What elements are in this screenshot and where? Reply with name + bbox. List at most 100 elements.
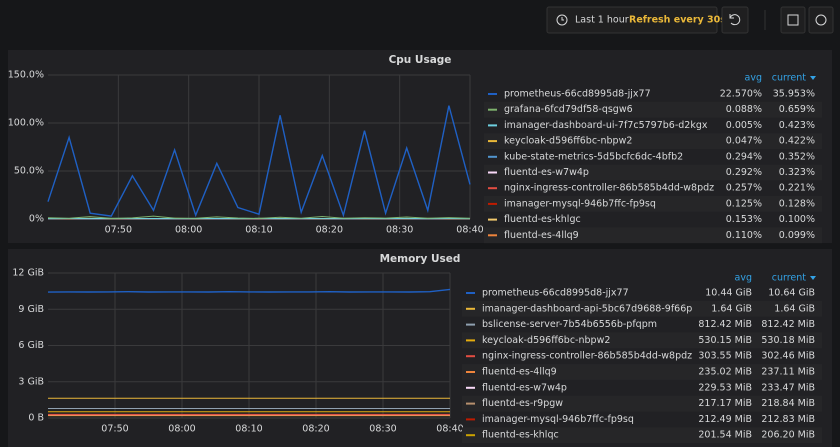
legend-avg: 303.55 MiB — [698, 351, 752, 362]
legend-current: 206.20 MiB — [761, 430, 815, 441]
legend-avg: 812.42 MiB — [698, 319, 752, 330]
legend-swatch — [488, 155, 497, 158]
x-tick-label: 08:00 — [168, 424, 195, 435]
legend-swatch — [466, 434, 475, 437]
series-line — [47, 288, 451, 293]
legend-name: fluentd-es-w7w4p — [504, 167, 589, 178]
legend-header: avg — [735, 273, 752, 284]
legend-name: keycloak-d596ff6bc-nbpw2 — [504, 136, 632, 147]
time-range: Last 1 hour — [575, 15, 629, 26]
legend-row-bg — [484, 164, 822, 181]
legend-current: 302.46 MiB — [761, 351, 815, 362]
sort-icon — [810, 276, 816, 280]
legend-avg: 0.292% — [726, 167, 762, 178]
clock-hands — [561, 17, 564, 21]
legend-current: 1.64 GiB — [774, 303, 815, 314]
panel-title: Cpu Usage — [389, 54, 452, 66]
series-line — [47, 105, 471, 218]
legend-row-bg — [484, 227, 822, 244]
x-tick-label: 07:50 — [105, 225, 132, 236]
y-tick-label: 100.0% — [8, 118, 44, 129]
x-tick-label: 08:20 — [316, 225, 343, 236]
save-icon — [787, 14, 799, 26]
legend-name: fluentd-es-khlgc — [504, 214, 581, 225]
legend-name: keycloak-d596ff6bc-nbpw2 — [482, 335, 610, 346]
legend-avg: 0.257% — [726, 183, 762, 194]
legend-name: fluentd-es-4llq9 — [504, 230, 579, 241]
settings-button[interactable] — [808, 6, 834, 34]
legend-header: current — [772, 273, 807, 284]
legend-swatch — [466, 355, 475, 358]
legend-name: kube-state-metrics-5d5bcfc6dc-4bfb2 — [504, 151, 683, 162]
legend-swatch — [466, 323, 475, 326]
legend-row-bg — [484, 196, 822, 212]
legend-row-bg — [462, 427, 822, 444]
legend-name: fluentd-es-khlqc — [482, 430, 559, 441]
legend-avg: 10.44 GiB — [705, 288, 752, 299]
legend-header: avg — [745, 73, 762, 84]
legend-current: 0.221% — [779, 183, 815, 194]
legend-current: 0.423% — [779, 120, 815, 131]
legend-current: 237.11 MiB — [761, 367, 815, 378]
legend-avg: 0.088% — [726, 104, 762, 115]
legend-name: nginx-ingress-controller-86b585b4dd-w8pd… — [504, 183, 714, 194]
legend-swatch — [488, 218, 497, 221]
settings-icon — [815, 14, 827, 26]
y-tick-label: 150.0% — [8, 70, 44, 81]
sort-icon — [810, 76, 816, 80]
legend-swatch — [466, 292, 475, 294]
y-tick-label: 0% — [29, 214, 44, 225]
legend-header: current — [772, 73, 807, 84]
legend-current: 0.659% — [779, 104, 815, 115]
legend-swatch — [466, 307, 475, 310]
legend-avg: 0.294% — [726, 151, 762, 162]
y-tick-label: 6 GiB — [18, 340, 44, 351]
time-picker[interactable] — [546, 6, 718, 34]
legend-name: fluentd-es-w7w4p — [482, 382, 567, 393]
legend-current: 10.64 GiB — [768, 288, 815, 299]
y-tick-label: 9 GiB — [18, 304, 44, 315]
legend-row-bg — [462, 395, 822, 412]
legend-avg: 217.17 MiB — [698, 398, 752, 409]
legend-row-bg — [484, 133, 822, 149]
clock-icon — [556, 14, 568, 26]
legend-name: grafana-6fcd79df58-qsgw6 — [504, 104, 633, 115]
legend-swatch — [488, 140, 497, 143]
legend-current: 0.422% — [779, 136, 815, 147]
legend-current: 35.953% — [773, 89, 815, 100]
legend-swatch — [488, 124, 497, 127]
panel-title: Memory Used — [380, 253, 461, 265]
legend-name: prometheus-66cd8995d8-jjx77 — [504, 89, 651, 100]
legend-swatch — [466, 386, 475, 389]
x-tick-label: 08:20 — [302, 424, 329, 435]
legend-avg: 235.02 MiB — [698, 367, 752, 378]
legend-swatch — [488, 108, 497, 111]
legend-avg: 0.153% — [726, 214, 762, 225]
legend-name: bslicense-server-7b54b6556b-pfqpm — [482, 319, 657, 330]
legend-current: 0.100% — [779, 214, 815, 225]
legend-name: fluentd-es-r9pgw — [482, 398, 563, 409]
y-tick-label: 12 GiB — [12, 268, 44, 279]
legend-name: fluentd-es-4llq9 — [482, 367, 557, 378]
legend-current: 530.18 MiB — [761, 335, 815, 346]
x-tick-label: 08:10 — [235, 424, 262, 435]
x-tick-label: 07:50 — [101, 424, 128, 435]
legend-current: 212.83 MiB — [761, 414, 815, 425]
legend-name: imanager-mysql-946b7ffc-fp9sq — [482, 414, 634, 425]
legend-swatch — [488, 93, 497, 95]
legend-swatch — [466, 402, 475, 405]
save-button[interactable] — [780, 6, 806, 34]
refresh-button[interactable] — [721, 6, 749, 34]
legend-name: nginx-ingress-controller-86b585b4dd-w8pd… — [482, 351, 692, 362]
series-line — [47, 215, 471, 219]
legend-avg: 201.54 MiB — [698, 430, 752, 441]
x-tick-label: 08:10 — [245, 225, 272, 236]
legend-name: imanager-mysql-946b7ffc-fp9sq — [504, 198, 656, 209]
legend-avg: 22.570% — [720, 89, 762, 100]
legend-current: 233.47 MiB — [761, 382, 815, 393]
legend-row-bg — [462, 364, 822, 380]
legend-avg: 0.125% — [726, 198, 762, 209]
legend-name: prometheus-66cd8995d8-jjx77 — [482, 288, 629, 299]
legend-row-bg — [462, 300, 822, 317]
